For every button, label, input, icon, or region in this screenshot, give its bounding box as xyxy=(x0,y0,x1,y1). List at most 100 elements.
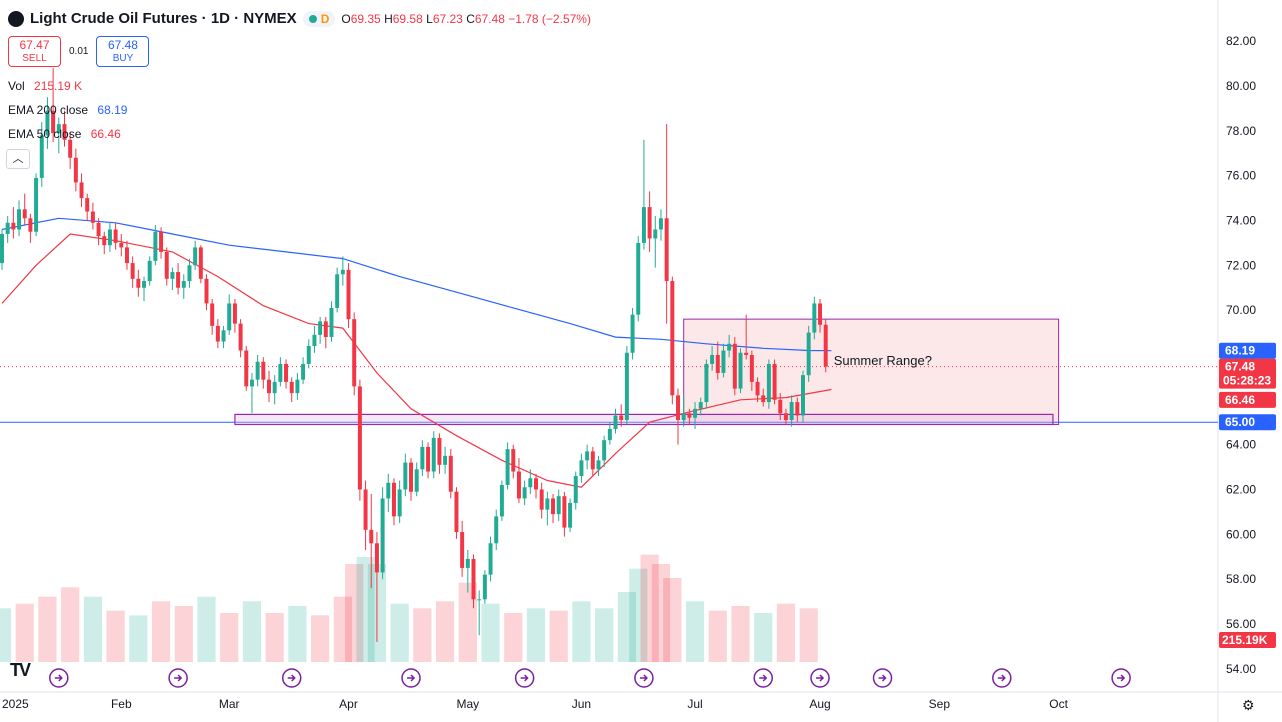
candle-body xyxy=(545,498,550,510)
event-arrow-icon xyxy=(639,674,648,682)
ema200-legend-label: EMA 200 close xyxy=(8,103,89,117)
price-tick-label: 70.00 xyxy=(1226,303,1256,317)
last-price-tag-bg xyxy=(1219,358,1276,389)
candle-body xyxy=(210,303,215,326)
candle-body xyxy=(710,355,715,364)
candle-body xyxy=(800,375,805,416)
candle-body xyxy=(73,157,78,183)
volume-bar xyxy=(799,608,818,662)
settings-gear-icon[interactable]: ⚙ xyxy=(1242,697,1255,713)
time-tick-label: Feb xyxy=(111,697,132,711)
price-tick-label: 56.00 xyxy=(1226,617,1256,631)
tradingview-logo-icon[interactable]: TV xyxy=(10,660,31,680)
volume-legend-value: 215.19 K xyxy=(34,79,83,93)
volume-bar xyxy=(708,610,727,662)
candle-body xyxy=(528,478,533,488)
candle-body xyxy=(267,379,271,394)
event-arrow-icon xyxy=(54,674,63,682)
candle-body xyxy=(102,236,107,246)
candle-body xyxy=(380,498,385,573)
candle-body xyxy=(585,451,590,461)
support-price-tag-bg xyxy=(1219,414,1276,431)
candle-body xyxy=(465,558,470,568)
candle-body xyxy=(681,413,686,420)
candle-body xyxy=(17,209,22,230)
candle-body xyxy=(124,247,129,264)
event-markers xyxy=(49,668,1131,688)
ema50-legend-value: 66.46 xyxy=(90,127,121,141)
candle-body xyxy=(670,281,675,396)
candle-body xyxy=(812,303,817,333)
candle-body xyxy=(448,455,453,492)
candle-body xyxy=(11,222,16,230)
candle-body xyxy=(238,323,243,351)
candle-body xyxy=(159,231,164,252)
candle-body xyxy=(579,460,584,477)
time-tick-label: Jun xyxy=(572,697,591,711)
market-status[interactable]: D xyxy=(302,10,336,27)
event-arrow-icon xyxy=(520,674,529,682)
candle-body xyxy=(624,352,629,420)
volume-bar xyxy=(458,582,477,662)
candle-body xyxy=(818,303,823,325)
candle-body xyxy=(403,462,408,490)
volume-bar xyxy=(345,564,364,662)
volume-bar xyxy=(311,615,330,662)
range-box-group: Summer Range? xyxy=(0,318,1218,426)
candle-body xyxy=(397,489,402,517)
high-label: H xyxy=(384,11,393,26)
candle-body xyxy=(39,135,44,178)
support-band xyxy=(234,413,1054,426)
candle-body xyxy=(641,207,646,243)
ema200-legend[interactable]: EMA 200 close 68.19 xyxy=(8,103,127,117)
time-tick-label: 2025 xyxy=(2,697,29,711)
candle-body xyxy=(215,325,220,342)
event-arrow-icon xyxy=(997,674,1006,682)
symbol-header: Light Crude Oil Futures · 1D · NYMEX D O… xyxy=(8,10,591,27)
candle-body xyxy=(516,471,521,499)
candle-body xyxy=(147,260,152,282)
ohlc-readout: O69.35 H69.58 L67.23 C67.48 −1.78 (−2.57… xyxy=(341,12,591,26)
time-axis[interactable]: 2025 Feb Mar Apr May Jun Jul Aug Sep Oct xyxy=(2,697,1069,711)
collapse-legend-button[interactable]: ︿ xyxy=(6,149,30,169)
candle-body xyxy=(551,498,556,515)
time-tick-label: Apr xyxy=(339,697,358,711)
candle-body xyxy=(511,449,516,472)
sell-button[interactable]: 67.47 SELL xyxy=(8,36,61,67)
candle-body xyxy=(198,247,203,279)
volume-bar xyxy=(265,613,284,662)
price-tick-label: 62.00 xyxy=(1226,482,1256,496)
candle-body xyxy=(761,395,766,403)
volume-tag-bg xyxy=(1219,632,1276,648)
buy-button[interactable]: 67.48 BUY xyxy=(96,36,150,67)
close-value: 67.48 xyxy=(474,11,505,26)
candle-body xyxy=(318,321,323,335)
candle-body xyxy=(346,269,351,320)
volume-legend[interactable]: Vol 215.19 K xyxy=(8,79,82,93)
volume-bar xyxy=(220,613,239,662)
volume-bar xyxy=(685,601,705,662)
candle-body xyxy=(284,363,289,382)
candle-body xyxy=(721,350,726,373)
candle-body xyxy=(340,269,345,275)
candle-body xyxy=(181,281,186,288)
candle-body xyxy=(789,402,794,420)
time-tick-label: Sep xyxy=(929,697,951,711)
candle-body xyxy=(136,278,141,288)
candle-body xyxy=(232,303,237,324)
ema50-legend[interactable]: EMA 50 close 66.46 xyxy=(8,127,121,141)
candle-body xyxy=(471,558,476,600)
candle-body xyxy=(62,124,67,140)
symbol-title[interactable]: Light Crude Oil Futures · 1D · NYMEX xyxy=(30,10,297,27)
candle-body xyxy=(806,332,811,376)
candle-body xyxy=(409,462,414,492)
candle-body xyxy=(107,229,112,246)
volume-bar xyxy=(242,601,262,662)
close-label: C xyxy=(466,11,475,26)
candle-body xyxy=(795,402,800,416)
indicator-lines xyxy=(1,217,832,488)
candle-body xyxy=(335,274,340,308)
candle-body xyxy=(596,460,601,470)
candle-body xyxy=(607,428,612,441)
